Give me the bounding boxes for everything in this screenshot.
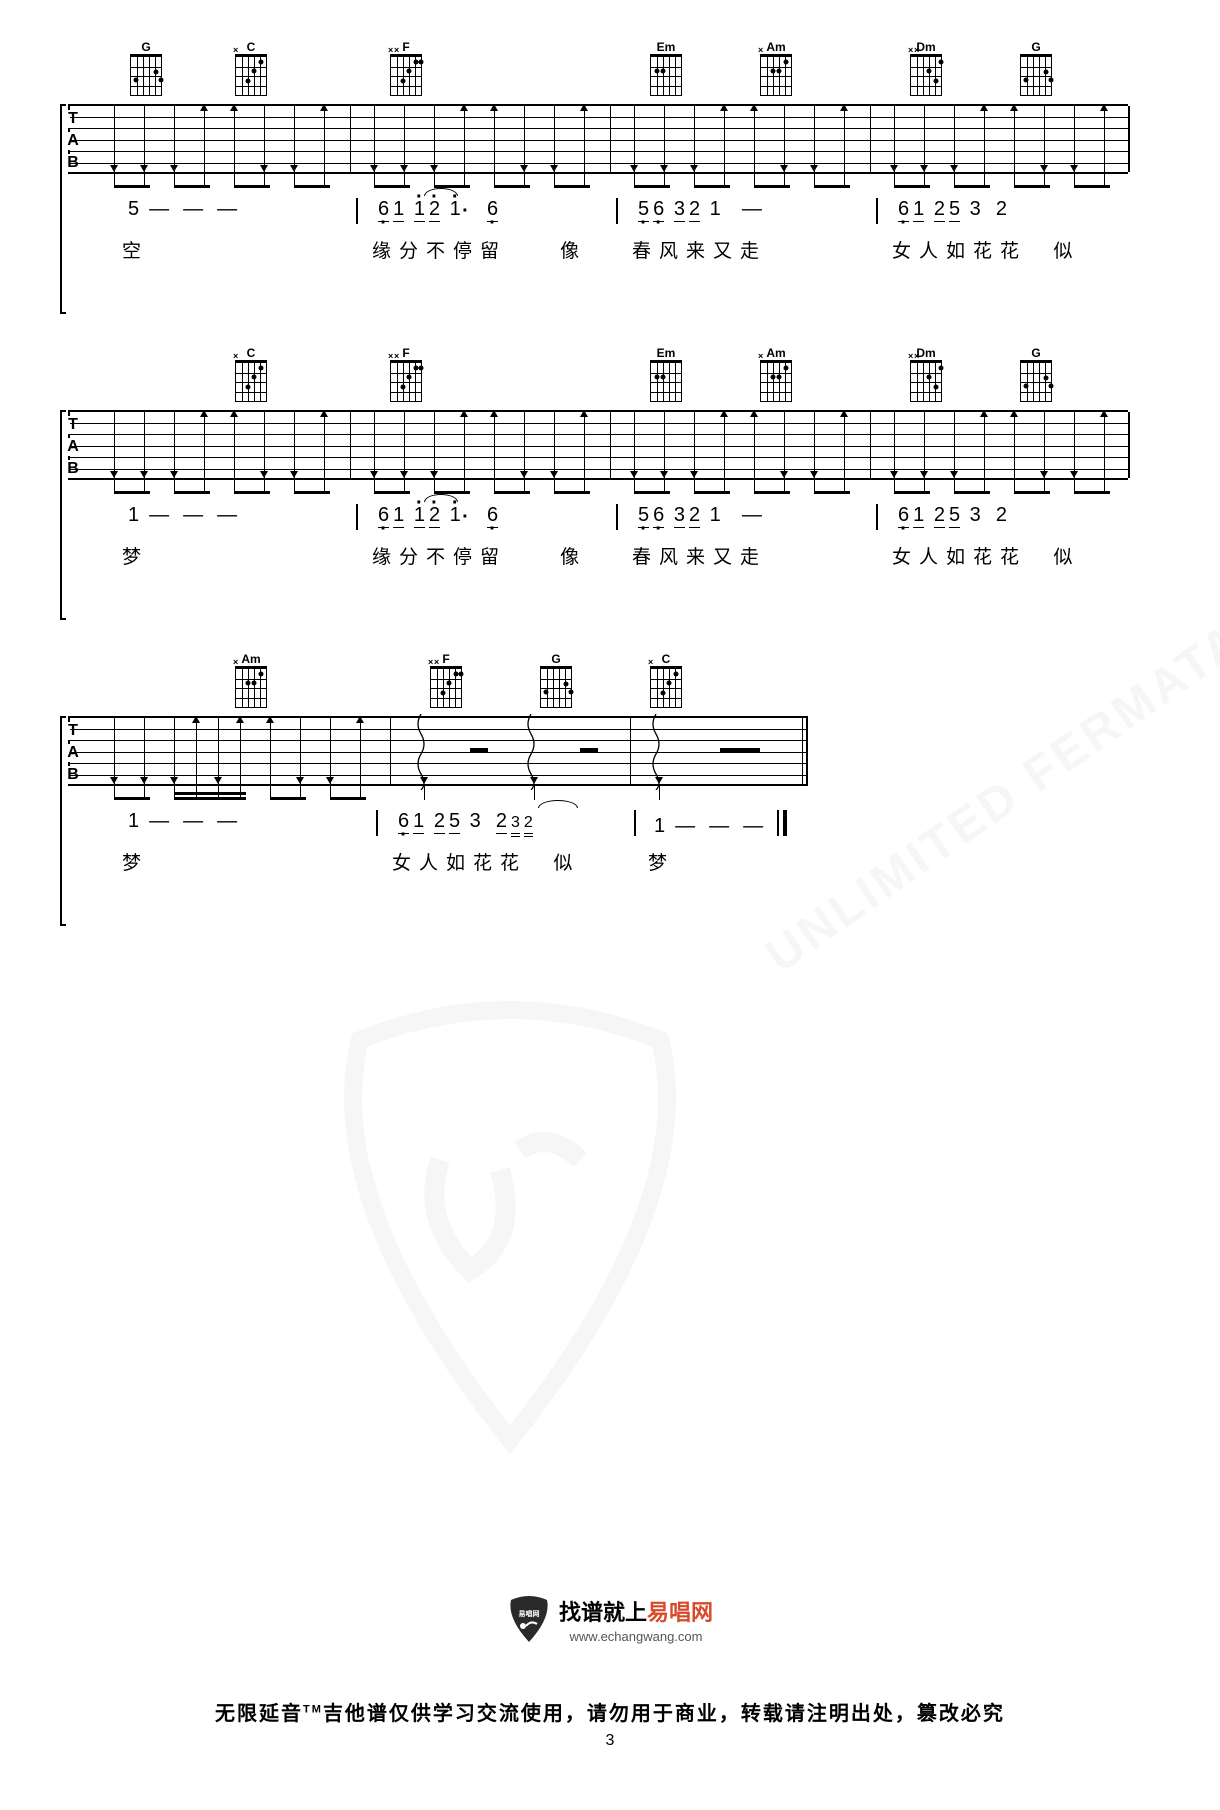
- chord-name: G: [540, 652, 572, 666]
- tab-staff: T A B: [68, 716, 808, 786]
- chord-name: Em: [650, 346, 682, 360]
- chord-name: Am: [760, 346, 792, 360]
- lyric: 春风来又走: [632, 236, 767, 263]
- chord-diagram: G: [540, 652, 572, 713]
- chord-name: Em: [650, 40, 682, 54]
- lyric-row: 梦 缘分不停留 像 春风来又走 女人如花花 似: [68, 542, 1160, 568]
- chord-diagram: G: [130, 40, 162, 101]
- chord-name: C: [235, 346, 267, 360]
- jianpu-row: 5——— 61 12 1 6 56 32 1 — 61 25 3 2: [68, 198, 1160, 236]
- watermark-pick-icon: [320, 1000, 700, 1460]
- chord-diagram: F ××: [430, 652, 462, 713]
- jianpu-row: 1——— 61 12 1 6 56 32 1 — 61 25 3 2: [68, 504, 1160, 542]
- system-3: Am × F ×× G C: [60, 652, 1160, 928]
- chord-row: G C × F ×× Em: [60, 40, 1160, 100]
- footer-brand-accent: 易唱网: [647, 1600, 713, 1625]
- chord-row: C × F ×× Em Am: [60, 346, 1160, 406]
- lyric: 梦: [122, 848, 149, 875]
- lyric-row: 空 缘分不停留 像 春风来又走 女人如花花 似: [68, 236, 1160, 262]
- chord-diagram: C ×: [650, 652, 682, 713]
- page-footer: 易唱网 找谱就上易唱网 www.echangwang.com 无限延音TM吉他谱…: [0, 1594, 1220, 1750]
- lyric: 女人如花花 似: [892, 236, 1081, 263]
- chord-name: Am: [760, 40, 792, 54]
- system-1: G C × F ×× Em: [60, 40, 1160, 316]
- chord-name: Am: [235, 652, 267, 666]
- pick-logo-icon: 易唱网: [507, 1594, 551, 1644]
- disclaimer-brand: 无限延音: [215, 1703, 303, 1725]
- tab-staff: T A B: [68, 104, 1128, 174]
- lyric: 梦: [122, 542, 149, 569]
- lyric: 空: [122, 236, 149, 263]
- chord-diagram: C ×: [235, 346, 267, 407]
- tm-icon: TM: [303, 1703, 323, 1715]
- chord-diagram: Am ×: [235, 652, 267, 713]
- chord-diagram: C ×: [235, 40, 267, 101]
- svg-text:易唱网: 易唱网: [518, 1609, 539, 1618]
- chord-diagram: Am ×: [760, 346, 792, 407]
- disclaimer-text: 吉他谱仅供学习交流使用，请勿用于商业，转载请注明出处，篡改必究: [323, 1703, 1005, 1725]
- tab-staff: T A B: [68, 410, 1128, 480]
- lyric: 缘分不停留 像: [372, 542, 587, 569]
- footer-url: www.echangwang.com: [559, 1629, 713, 1644]
- chord-name: C: [650, 652, 682, 666]
- system-2: C × F ×× Em Am: [60, 346, 1160, 622]
- chord-name: C: [235, 40, 267, 54]
- chord-diagram: F ××: [390, 346, 422, 407]
- lyric-row: 梦 女人如花花 似 梦: [68, 848, 1160, 874]
- chord-diagram: Dm ××: [910, 40, 942, 101]
- footer-brand-prefix: 找谱就上: [559, 1600, 647, 1625]
- jianpu-row: 1——— 61 25 3 232 1———: [68, 810, 1160, 848]
- chord-row: Am × F ×× G C: [60, 652, 1160, 712]
- footer-disclaimer: 无限延音TM吉他谱仅供学习交流使用，请勿用于商业，转载请注明出处，篡改必究: [0, 1697, 1220, 1726]
- lyric: 梦: [648, 848, 675, 875]
- chord-name: G: [1020, 346, 1052, 360]
- page-number: 3: [0, 1732, 1220, 1750]
- lyric: 女人如花花 似: [892, 542, 1081, 569]
- footer-brand: 找谱就上易唱网: [559, 1595, 713, 1627]
- chord-name: G: [130, 40, 162, 54]
- chord-name: G: [1020, 40, 1052, 54]
- chord-diagram: G: [1020, 346, 1052, 407]
- chord-diagram: F ××: [390, 40, 422, 101]
- chord-diagram: Em: [650, 40, 682, 101]
- lyric: 春风来又走: [632, 542, 767, 569]
- lyric: 女人如花花 似: [392, 848, 581, 875]
- lyric: 缘分不停留 像: [372, 236, 587, 263]
- chord-diagram: Am ×: [760, 40, 792, 101]
- chord-diagram: G: [1020, 40, 1052, 101]
- chord-diagram: Em: [650, 346, 682, 407]
- chord-diagram: Dm ××: [910, 346, 942, 407]
